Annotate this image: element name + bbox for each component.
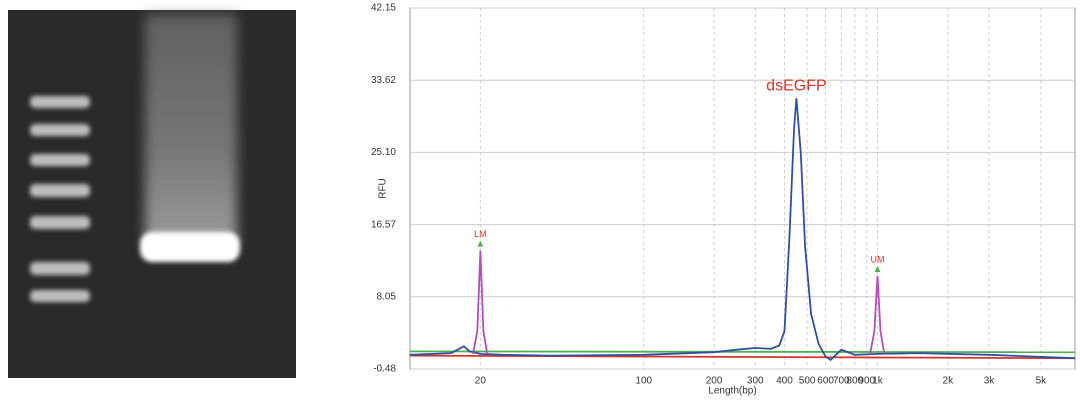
gel-image	[8, 10, 296, 378]
y-tick-label: 33.62	[371, 75, 396, 86]
y-tick-label: 8.05	[377, 291, 397, 302]
x-tick-label: 200	[706, 376, 723, 387]
x-tick-label: 800	[846, 376, 863, 387]
x-tick-label: 2k	[943, 376, 955, 387]
x-tick-label: 5k	[1036, 376, 1048, 387]
x-tick-label: 700	[833, 376, 850, 387]
x-tick-label: 100	[635, 376, 652, 387]
annotation: UM	[870, 254, 884, 264]
x-tick-label: 300	[747, 376, 764, 387]
peak-marker	[874, 266, 881, 273]
y-tick-label: 25.10	[371, 147, 396, 158]
y-tick-label: 42.15	[371, 3, 396, 14]
y-tick-label: -0.48	[373, 364, 396, 375]
peak-marker	[477, 240, 484, 247]
trace	[409, 354, 1076, 360]
x-tick-label: 600	[817, 376, 834, 387]
x-tick-label: 3k	[984, 376, 996, 387]
trace	[472, 250, 886, 355]
annotation: LM	[474, 229, 487, 239]
x-tick-label: 20	[475, 376, 487, 387]
x-tick-label: 900	[858, 376, 875, 387]
x-tick-label: 500	[799, 376, 816, 387]
trace	[409, 98, 1076, 362]
y-axis-label: RFU	[378, 178, 389, 199]
trace	[409, 350, 1076, 354]
plot-area	[409, 7, 1076, 370]
x-tick-label: 400	[776, 376, 793, 387]
x-axis-label: Length(bp)	[708, 386, 756, 397]
x-tick-label: 1k	[872, 376, 884, 387]
electropherogram: -0.48 8.05 16.57 25.10 33.62 42.15 20 100 200 300…	[371, 3, 1076, 397]
y-tick-label: 16.57	[371, 219, 396, 230]
annotation: dsEGFP	[766, 77, 826, 94]
